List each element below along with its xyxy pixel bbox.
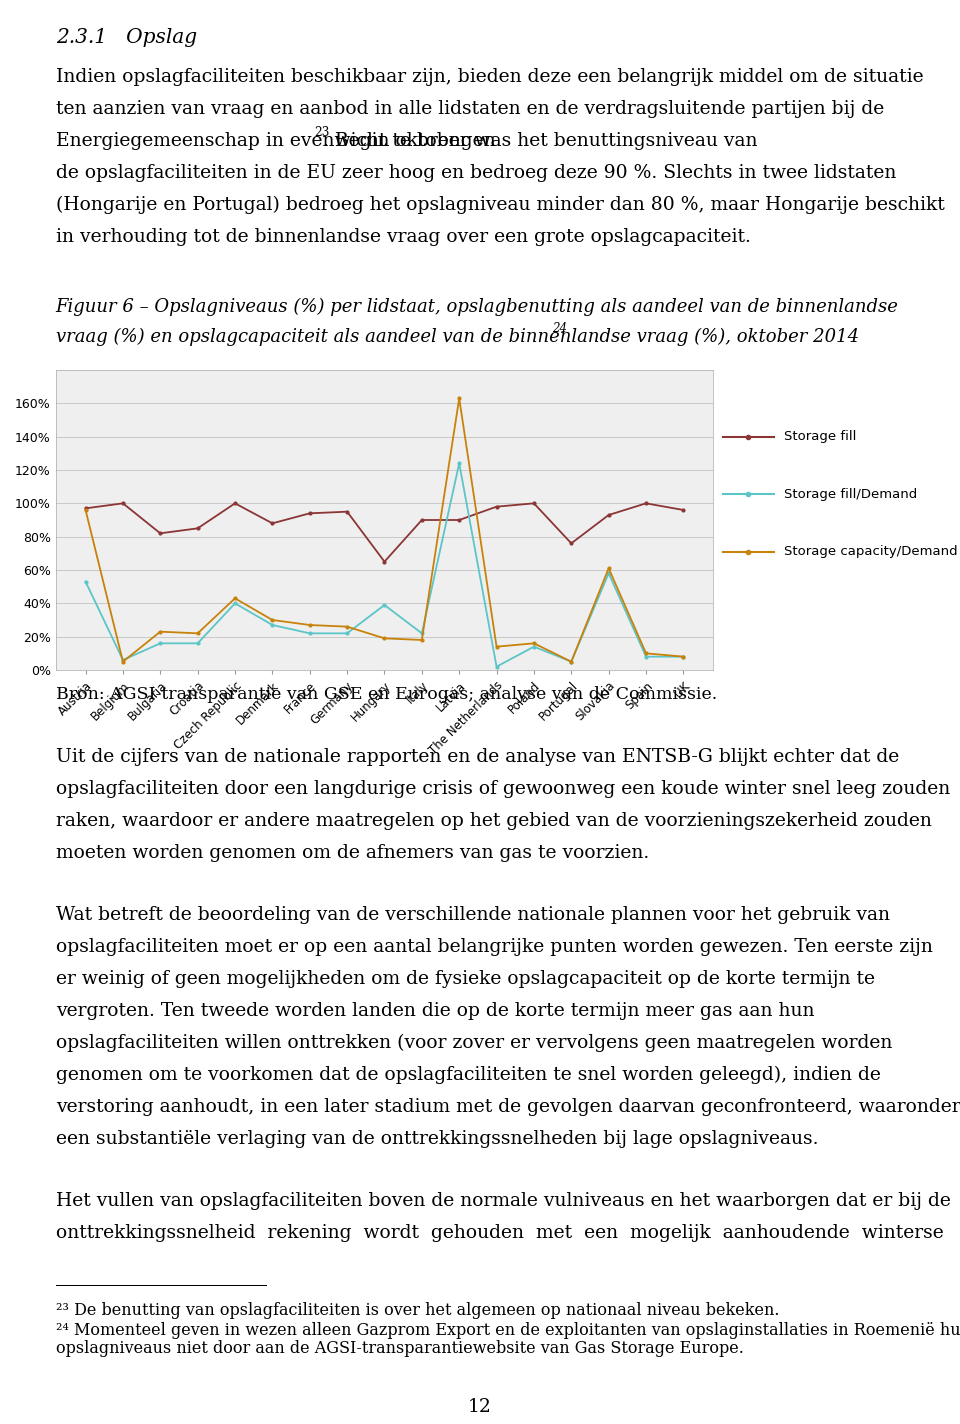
Storage capacity/Demand (678, 648, 689, 665)
Storage capacity/Demand (304, 617, 316, 634)
Storage capacity/Demand (565, 654, 577, 671)
Storage fill/Demand (80, 572, 91, 590)
Storage fill/Demand (491, 658, 502, 675)
Storage fill (378, 553, 390, 570)
Storage capacity/Demand (117, 654, 129, 671)
Text: Storage capacity/Demand: Storage capacity/Demand (784, 545, 957, 558)
Storage fill (453, 511, 465, 528)
Storage fill/Demand (678, 648, 689, 665)
Storage fill/Demand (192, 635, 204, 652)
Line: Storage capacity/Demand: Storage capacity/Demand (84, 397, 684, 664)
Storage fill/Demand (304, 625, 316, 642)
Storage capacity/Demand (378, 629, 390, 646)
Text: Uit de cijfers van de nationale rapporten en de analyse van ENTSB-G blijkt echte: Uit de cijfers van de nationale rapporte… (56, 748, 899, 766)
Storage capacity/Demand (453, 390, 465, 407)
Text: ²³ De benutting van opslagfaciliteiten is over het algemeen op nationaal niveau : ²³ De benutting van opslagfaciliteiten i… (56, 1302, 780, 1319)
Storage fill (192, 520, 204, 537)
Text: Bron: AGSI-transparantie van GSE en Eurogas; analyse van de Commissie.: Bron: AGSI-transparantie van GSE en Euro… (56, 686, 717, 703)
Text: opslagfaciliteiten moet er op een aantal belangrijke punten worden gewezen. Ten : opslagfaciliteiten moet er op een aantal… (56, 938, 932, 956)
Text: (Hongarije en Portugal) bedroeg het opslagniveau minder dan 80 %, maar Hongarije: (Hongarije en Portugal) bedroeg het opsl… (56, 197, 945, 214)
Text: ²⁴ Momenteel geven in wezen alleen Gazprom Export en de exploitanten van opslagi: ²⁴ Momenteel geven in wezen alleen Gazpr… (56, 1321, 960, 1339)
Text: Indien opslagfaciliteiten beschikbaar zijn, bieden deze een belangrijk middel om: Indien opslagfaciliteiten beschikbaar zi… (56, 68, 924, 85)
Storage capacity/Demand (528, 635, 540, 652)
Text: opslagfaciliteiten willen onttrekken (voor zover er vervolgens geen maatregelen : opslagfaciliteiten willen onttrekken (vo… (56, 1034, 892, 1052)
Text: 23: 23 (314, 125, 329, 140)
Text: genomen om te voorkomen dat de opslagfaciliteiten te snel worden geleegd), indie: genomen om te voorkomen dat de opslagfac… (56, 1067, 880, 1084)
Storage fill (528, 494, 540, 511)
Text: onttrekkingssnelheid  rekening  wordt  gehouden  met  een  mogelijk  aanhoudende: onttrekkingssnelheid rekening wordt geho… (56, 1225, 944, 1242)
Text: Energiegemeenschap in evenwicht te brengen: Energiegemeenschap in evenwicht te breng… (56, 132, 495, 150)
Storage fill/Demand (342, 625, 353, 642)
Storage capacity/Demand (342, 618, 353, 635)
Text: moeten worden genomen om de afnemers van gas te voorzien.: moeten worden genomen om de afnemers van… (56, 844, 649, 862)
Storage fill/Demand (565, 654, 577, 671)
Storage fill/Demand (378, 597, 390, 614)
Text: een substantiële verlaging van de onttrekkingssnelheden bij lage opslagniveaus.: een substantiële verlaging van de onttre… (56, 1131, 818, 1148)
Text: opslagfaciliteiten door een langdurige crisis of gewoonweg een koude winter snel: opslagfaciliteiten door een langdurige c… (56, 780, 950, 797)
Storage fill/Demand (267, 617, 278, 634)
Storage fill (640, 494, 652, 511)
Storage capacity/Demand (491, 638, 502, 655)
Storage fill/Demand (640, 648, 652, 665)
Line: Storage fill/Demand: Storage fill/Demand (84, 461, 684, 668)
Text: 24: 24 (552, 322, 566, 335)
Storage fill (117, 494, 129, 511)
Storage fill/Demand (453, 454, 465, 471)
Text: opslagniveaus niet door aan de AGSI-transparantiewebsite van Gas Storage Europe.: opslagniveaus niet door aan de AGSI-tran… (56, 1340, 744, 1357)
Storage fill/Demand (603, 565, 614, 582)
Storage fill/Demand (416, 625, 427, 642)
Storage capacity/Demand (603, 560, 614, 577)
Text: de opslagfaciliteiten in de EU zeer hoog en bedroeg deze 90 %. Slechts in twee l: de opslagfaciliteiten in de EU zeer hoog… (56, 164, 896, 182)
Storage fill (229, 494, 241, 511)
Text: 12: 12 (468, 1398, 492, 1417)
Storage fill (603, 507, 614, 524)
Storage fill (342, 503, 353, 520)
Text: Figuur 6 – Opslagniveaus (%) per lidstaat, opslagbenutting als aandeel van de bi: Figuur 6 – Opslagniveaus (%) per lidstaa… (56, 298, 899, 316)
Storage capacity/Demand (267, 611, 278, 628)
Storage capacity/Demand (229, 590, 241, 607)
Storage fill (267, 515, 278, 533)
Storage capacity/Demand (80, 501, 91, 518)
Storage capacity/Demand (640, 645, 652, 662)
Text: Storage fill/Demand: Storage fill/Demand (784, 488, 917, 501)
Storage fill (304, 504, 316, 521)
Text: ten aanzien van vraag en aanbod in alle lidstaten en de verdragsluitende partije: ten aanzien van vraag en aanbod in alle … (56, 100, 884, 118)
Storage fill (491, 498, 502, 515)
Storage fill/Demand (117, 651, 129, 668)
Text: 2.3.1   Opslag: 2.3.1 Opslag (56, 28, 197, 47)
Text: vergroten. Ten tweede worden landen die op de korte termijn meer gas aan hun: vergroten. Ten tweede worden landen die … (56, 1002, 814, 1020)
Storage capacity/Demand (416, 631, 427, 648)
Line: Storage fill: Storage fill (84, 501, 684, 562)
Storage fill/Demand (229, 595, 241, 612)
Storage fill (565, 535, 577, 553)
Storage capacity/Demand (192, 625, 204, 642)
Text: in verhouding tot de binnenlandse vraag over een grote opslagcapaciteit.: in verhouding tot de binnenlandse vraag … (56, 228, 751, 246)
Storage fill (155, 525, 166, 543)
Storage fill (80, 500, 91, 517)
Storage fill/Demand (528, 638, 540, 655)
Storage capacity/Demand (155, 624, 166, 641)
Text: raken, waardoor er andere maatregelen op het gebied van de voorzieningszekerheid: raken, waardoor er andere maatregelen op… (56, 812, 931, 830)
Text: . Begin oktober was het benuttingsniveau van: . Begin oktober was het benuttingsniveau… (324, 132, 757, 150)
Storage fill (678, 501, 689, 518)
Storage fill (416, 511, 427, 528)
Storage fill/Demand (155, 635, 166, 652)
Text: verstoring aanhoudt, in een later stadium met de gevolgen daarvan geconfronteerd: verstoring aanhoudt, in een later stadiu… (56, 1098, 960, 1116)
Text: Wat betreft de beoordeling van de verschillende nationale plannen voor het gebru: Wat betreft de beoordeling van de versch… (56, 906, 890, 924)
Text: Het vullen van opslagfaciliteiten boven de normale vulniveaus en het waarborgen : Het vullen van opslagfaciliteiten boven … (56, 1192, 950, 1210)
Text: Storage fill: Storage fill (784, 430, 856, 443)
Text: er weinig of geen mogelijkheden om de fysieke opslagcapaciteit op de korte termi: er weinig of geen mogelijkheden om de fy… (56, 970, 875, 988)
Text: vraag (%) en opslagcapaciteit als aandeel van de binnenlandse vraag (%), oktober: vraag (%) en opslagcapaciteit als aandee… (56, 328, 859, 346)
